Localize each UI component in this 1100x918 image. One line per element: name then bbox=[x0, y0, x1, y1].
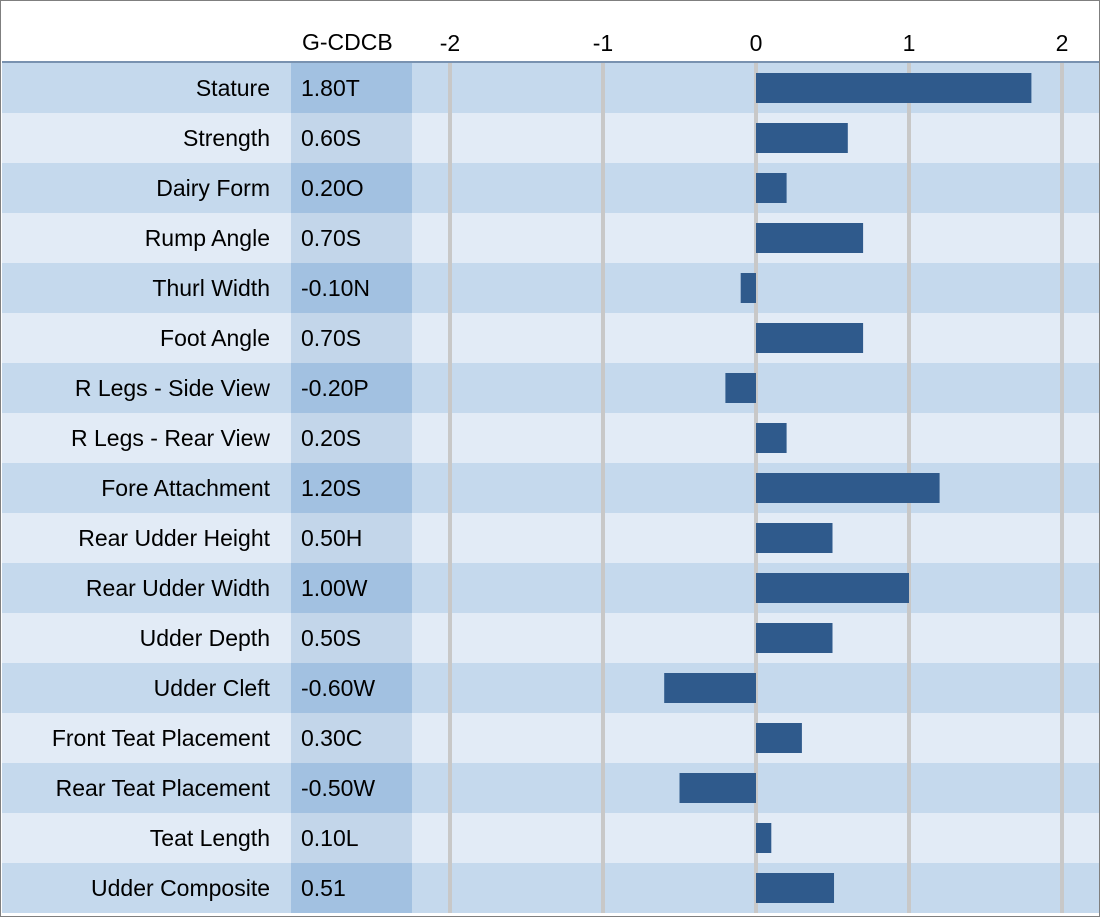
trait-value: -0.20P bbox=[301, 375, 369, 401]
row-band bbox=[2, 363, 1099, 413]
x-tick-label: 0 bbox=[750, 30, 763, 56]
value-cell bbox=[291, 413, 412, 463]
row-band bbox=[2, 613, 1099, 663]
value-cell bbox=[291, 113, 412, 163]
value-cell bbox=[291, 863, 412, 913]
trait-value: 0.20O bbox=[301, 175, 364, 201]
trait-value: 0.30C bbox=[301, 725, 362, 751]
x-tick-label: 2 bbox=[1056, 30, 1069, 56]
trait-label: Rear Teat Placement bbox=[56, 775, 271, 801]
row-band bbox=[2, 413, 1099, 463]
row-band bbox=[2, 513, 1099, 563]
row-band bbox=[2, 863, 1099, 913]
trait-bar bbox=[756, 123, 848, 153]
trait-bar bbox=[664, 673, 756, 703]
row-band bbox=[2, 263, 1099, 313]
trait-value: 1.20S bbox=[301, 475, 361, 501]
value-cell bbox=[291, 263, 412, 313]
trait-label: Fore Attachment bbox=[101, 475, 270, 501]
value-cell bbox=[291, 613, 412, 663]
value-cell bbox=[291, 313, 412, 363]
row-band bbox=[2, 313, 1099, 363]
x-tick-label: 1 bbox=[903, 30, 916, 56]
value-cell bbox=[291, 763, 412, 813]
trait-label: R Legs - Side View bbox=[75, 375, 271, 401]
value-cell bbox=[291, 713, 412, 763]
value-cell bbox=[291, 363, 412, 413]
trait-value: 0.70S bbox=[301, 325, 361, 351]
trait-label: Rear Udder Height bbox=[78, 525, 270, 551]
row-band bbox=[2, 813, 1099, 863]
trait-bar bbox=[756, 723, 802, 753]
trait-label: Udder Depth bbox=[140, 625, 270, 651]
trait-value: 0.20S bbox=[301, 425, 361, 451]
trait-value: 0.70S bbox=[301, 225, 361, 251]
trait-label: Udder Cleft bbox=[154, 675, 271, 701]
trait-bar bbox=[756, 573, 909, 603]
trait-value: 1.80T bbox=[301, 75, 360, 101]
value-cell bbox=[291, 563, 412, 613]
trait-label: Front Teat Placement bbox=[52, 725, 271, 751]
trait-label: Thurl Width bbox=[152, 275, 270, 301]
trait-bar bbox=[756, 423, 787, 453]
trait-label: Dairy Form bbox=[156, 175, 270, 201]
trait-value: 0.10L bbox=[301, 825, 359, 851]
x-tick-label: -2 bbox=[440, 30, 460, 56]
value-cell bbox=[291, 463, 412, 513]
trait-label: R Legs - Rear View bbox=[71, 425, 270, 451]
trait-bar bbox=[756, 823, 772, 853]
trait-value: -0.50W bbox=[301, 775, 375, 801]
trait-value: 0.50H bbox=[301, 525, 362, 551]
trait-bar bbox=[740, 273, 756, 303]
trait-bar bbox=[756, 323, 864, 353]
row-band bbox=[2, 713, 1099, 763]
trait-value: 1.00W bbox=[301, 575, 368, 601]
trait-label: Stature bbox=[196, 75, 270, 101]
trait-bar bbox=[756, 223, 864, 253]
trait-value: -0.10N bbox=[301, 275, 370, 301]
row-band bbox=[2, 163, 1099, 213]
trait-bar bbox=[725, 373, 756, 403]
trait-label: Rear Udder Width bbox=[86, 575, 270, 601]
trait-label: Foot Angle bbox=[160, 325, 270, 351]
trait-label: Rump Angle bbox=[145, 225, 270, 251]
value-cell bbox=[291, 63, 412, 113]
trait-bar bbox=[756, 473, 940, 503]
row-band bbox=[2, 563, 1099, 613]
value-cell bbox=[291, 513, 412, 563]
trait-label: Teat Length bbox=[150, 825, 270, 851]
trait-value: 0.60S bbox=[301, 125, 361, 151]
row-band bbox=[2, 663, 1099, 713]
value-column-header: G-CDCB bbox=[302, 29, 393, 55]
trait-bar bbox=[756, 73, 1032, 103]
value-cell bbox=[291, 163, 412, 213]
row-band bbox=[2, 113, 1099, 163]
row-band bbox=[2, 763, 1099, 813]
trait-bar bbox=[756, 523, 833, 553]
trait-bar bbox=[756, 173, 787, 203]
trait-bar bbox=[756, 873, 835, 903]
row-band bbox=[2, 213, 1099, 263]
trait-value: 0.50S bbox=[301, 625, 361, 651]
chart-header: G-CDCB bbox=[2, 2, 1099, 61]
trait-value: 0.51 bbox=[301, 875, 346, 901]
trait-bar bbox=[756, 623, 833, 653]
trait-bar bbox=[679, 773, 756, 803]
trait-label: Strength bbox=[183, 125, 270, 151]
value-cell bbox=[291, 813, 412, 863]
trait-label: Udder Composite bbox=[91, 875, 270, 901]
trait-value: -0.60W bbox=[301, 675, 375, 701]
value-cell bbox=[291, 663, 412, 713]
value-cell bbox=[291, 213, 412, 263]
x-tick-label: -1 bbox=[593, 30, 613, 56]
